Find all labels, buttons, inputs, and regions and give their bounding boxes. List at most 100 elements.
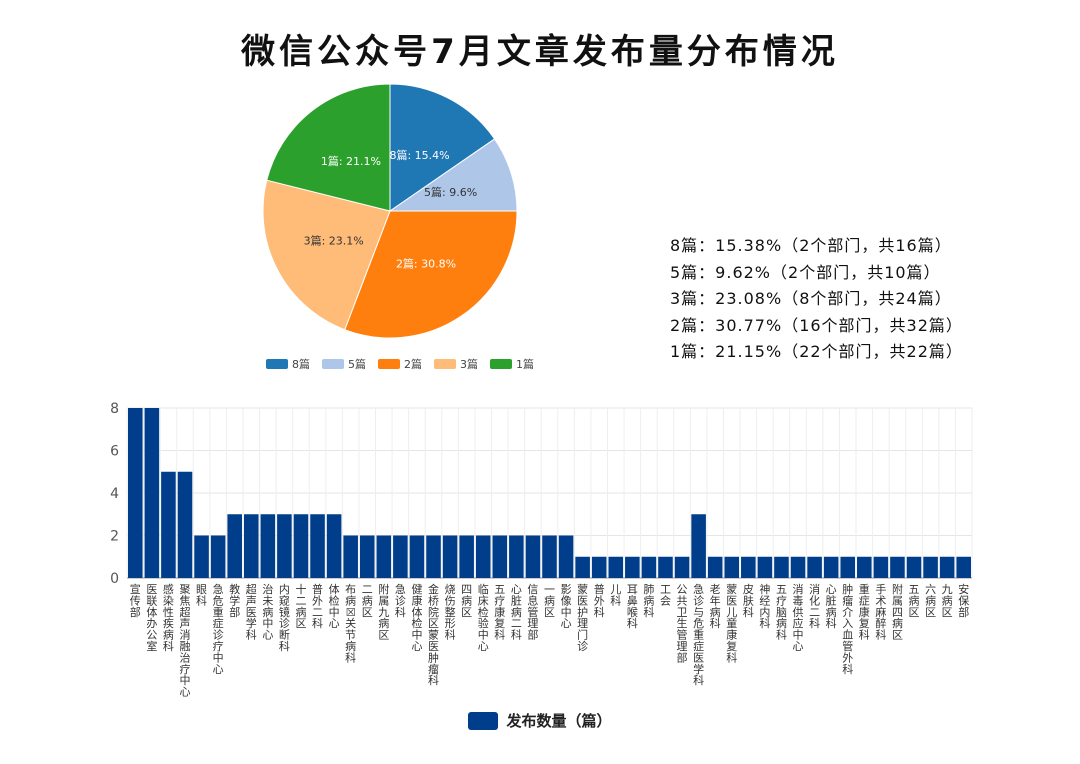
bar <box>608 556 624 578</box>
bar <box>359 535 375 578</box>
bar <box>857 556 872 578</box>
bar <box>873 556 889 578</box>
pie-legend-label: 3篇 <box>460 358 478 371</box>
bar <box>277 514 292 578</box>
bar <box>326 514 342 578</box>
x-tick-label: 感染性疾病科 <box>163 583 174 653</box>
y-tick-label: 4 <box>110 486 119 502</box>
x-tick-label: 四病区 <box>461 583 472 619</box>
pie-legend-item: 5篇 <box>322 355 366 373</box>
x-tick-label: 五疗脑病科 <box>776 583 787 642</box>
bar <box>575 556 590 578</box>
x-tick-label: 肿瘤介入血管外科 <box>842 582 853 676</box>
bar <box>674 556 690 578</box>
pie-legend-swatch <box>266 359 288 369</box>
pie-legend-swatch <box>490 359 512 369</box>
bar <box>426 535 441 578</box>
pie-slice <box>266 83 391 212</box>
bar-legend-label: 发布数量（篇） <box>506 712 612 730</box>
pie-slice <box>262 179 391 331</box>
x-tick-label: 九病区 <box>942 583 953 619</box>
bar <box>956 556 971 578</box>
pie-slice <box>388 138 518 212</box>
pie-legend-label: 2篇 <box>404 358 422 371</box>
x-tick-label: 影像中心 <box>561 583 572 630</box>
x-tick-label: 十二病区 <box>295 582 306 630</box>
x-tick-label: 皮肤科 <box>743 583 754 619</box>
bar <box>757 556 773 578</box>
pie-slice-label: 2篇: 30.8% <box>396 256 456 270</box>
bar <box>393 535 408 578</box>
x-tick-label: 信息管理部 <box>527 583 538 642</box>
pie-legend-item: 2篇 <box>378 355 422 373</box>
x-tick-label: 二病区 <box>362 583 373 619</box>
bar <box>807 556 822 578</box>
bar-legend: 发布数量（篇） <box>0 710 1080 731</box>
bar <box>409 535 425 578</box>
bar <box>939 556 955 578</box>
x-tick-label: 心脏病科 <box>826 583 837 630</box>
x-tick-label: 蒙医护理门诊 <box>577 583 588 653</box>
x-tick-label: 公共卫生管理部 <box>677 583 688 664</box>
x-tick-label: 聚焦超声消融治疗中心 <box>179 583 190 699</box>
x-tick-label: 急诊与危重症医学科 <box>693 582 704 687</box>
x-tick-label: 耳鼻喉科 <box>627 583 638 630</box>
x-tick-label: 教学部 <box>229 583 240 619</box>
x-tick-label: 五病区 <box>909 583 920 619</box>
x-tick-label: 消毒供应中心 <box>793 582 804 653</box>
x-tick-label: 健康体检中心 <box>411 583 422 653</box>
x-tick-label: 消化二科 <box>809 582 820 630</box>
x-tick-label: 宣传部 <box>130 582 141 619</box>
x-tick-label: 重症康复科 <box>859 582 870 642</box>
bar <box>509 535 524 578</box>
x-tick-label: 医联体办公室 <box>146 583 157 653</box>
x-tick-label: 烧伤整形科 <box>445 583 456 642</box>
summary-line: 3篇：23.08%（8个部门，共24篇） <box>670 289 952 308</box>
x-tick-label: 心脏病二科 <box>511 583 522 642</box>
x-tick-label: 神经内科 <box>759 582 770 630</box>
bar <box>475 535 491 578</box>
bar <box>210 535 226 578</box>
x-tick-label: 临床检验中心 <box>478 582 489 653</box>
pie-legend-swatch <box>434 359 456 369</box>
x-tick-label: 眼科 <box>196 583 207 607</box>
pie-slice-label: 8篇: 15.4% <box>389 148 449 162</box>
x-tick-label: 五疗康复科 <box>494 583 505 642</box>
x-tick-label: 金桥院区蒙医肿瘤科 <box>428 582 439 687</box>
x-tick-label: 手术麻醉科 <box>875 582 886 642</box>
bar <box>227 514 242 578</box>
bar <box>641 556 657 578</box>
summary-line: 2篇：30.77%（16个部门，共32篇） <box>670 315 963 335</box>
pie-legend-swatch <box>378 359 400 369</box>
bar <box>542 535 557 578</box>
pie-legend-label: 8篇 <box>292 358 310 371</box>
bar <box>343 535 358 578</box>
x-tick-label: 普外二科 <box>312 582 323 630</box>
bar <box>774 556 789 578</box>
bar <box>658 556 673 578</box>
pie-legend-swatch <box>322 359 344 369</box>
y-tick-label: 6 <box>110 444 119 460</box>
x-tick-label: 肺病科 <box>643 583 654 619</box>
pie-slice-label: 3篇: 23.1% <box>304 233 364 247</box>
bar <box>260 514 276 578</box>
x-tick-label: 超声医学科 <box>246 582 257 642</box>
pie-legend-label: 1篇 <box>516 358 534 371</box>
pie-legend-label: 5篇 <box>348 358 366 371</box>
bar-legend-swatch <box>468 711 499 730</box>
x-tick-label: 工会 <box>660 583 671 607</box>
summary-line: 1篇：21.15%（22个部门，共22篇） <box>670 342 963 361</box>
bar <box>525 535 541 578</box>
pie-slice <box>344 210 518 339</box>
pie-legend-item: 1篇 <box>490 355 534 373</box>
bar <box>707 556 723 578</box>
pie-slice <box>389 83 496 212</box>
page-title: 微信公众号7月文章发布量分布情况 <box>241 32 839 72</box>
bar <box>442 535 458 578</box>
bar <box>741 556 756 578</box>
bar <box>310 514 325 578</box>
x-tick-label: 安保部 <box>958 582 969 619</box>
pie-legend-item: 8篇 <box>266 355 310 373</box>
